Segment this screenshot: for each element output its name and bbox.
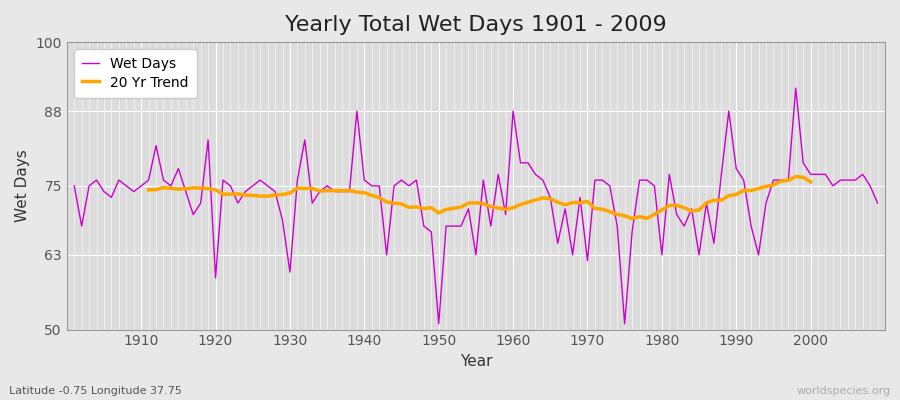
Wet Days xyxy=(337,189,347,194)
Wet Days xyxy=(433,322,444,326)
20 Yr Trend xyxy=(783,178,794,182)
Wet Days xyxy=(790,86,801,90)
20 Yr Trend xyxy=(143,188,154,192)
20 Yr Trend xyxy=(790,174,801,179)
Wet Days xyxy=(872,201,883,206)
Legend: Wet Days, 20 Yr Trend: Wet Days, 20 Yr Trend xyxy=(74,49,197,98)
20 Yr Trend xyxy=(626,216,637,221)
Text: worldspecies.org: worldspecies.org xyxy=(796,386,891,396)
20 Yr Trend xyxy=(701,200,712,205)
X-axis label: Year: Year xyxy=(460,354,492,369)
Wet Days xyxy=(68,184,79,188)
Wet Days xyxy=(515,160,526,165)
Line: 20 Yr Trend: 20 Yr Trend xyxy=(148,177,811,219)
Wet Days xyxy=(508,109,518,114)
Wet Days xyxy=(129,189,140,194)
20 Yr Trend xyxy=(806,180,816,184)
Wet Days xyxy=(605,184,616,188)
Line: Wet Days: Wet Days xyxy=(74,88,878,324)
Title: Yearly Total Wet Days 1901 - 2009: Yearly Total Wet Days 1901 - 2009 xyxy=(285,15,667,35)
20 Yr Trend xyxy=(232,192,243,196)
20 Yr Trend xyxy=(605,209,616,214)
Text: Latitude -0.75 Longitude 37.75: Latitude -0.75 Longitude 37.75 xyxy=(9,386,182,396)
20 Yr Trend xyxy=(716,198,727,203)
20 Yr Trend xyxy=(344,188,355,193)
Wet Days xyxy=(292,178,302,182)
Y-axis label: Wet Days: Wet Days xyxy=(15,150,30,222)
